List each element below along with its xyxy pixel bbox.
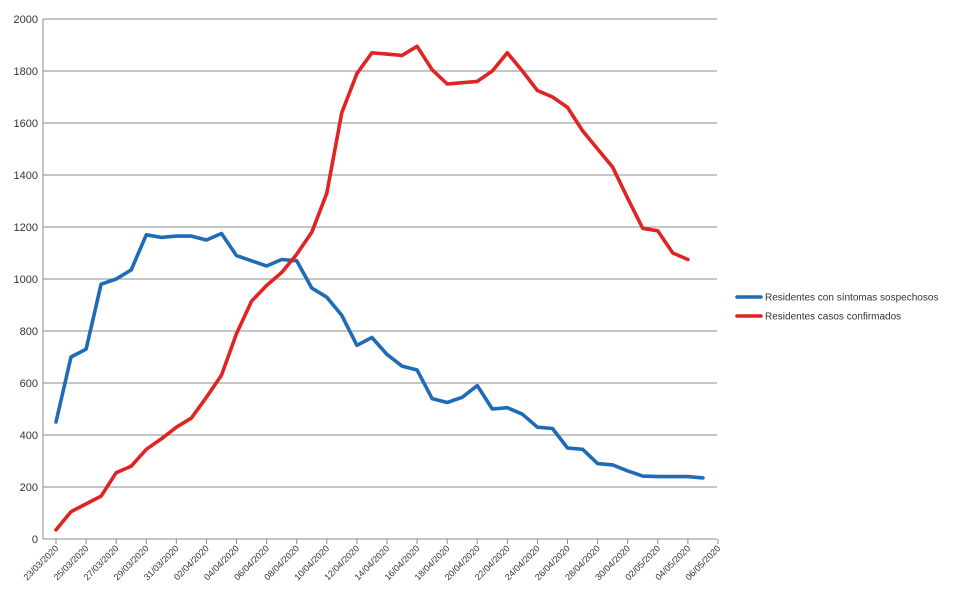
y-tick-label-1600: 1600 bbox=[14, 118, 38, 130]
y-tick-label-1800: 1800 bbox=[14, 66, 38, 78]
x-axis-tick-labels: 23/03/202025/03/202027/03/202029/03/2020… bbox=[21, 543, 722, 582]
series-lines bbox=[54, 44, 705, 532]
legend-label-1: Residentes con síntomas sospechosos bbox=[765, 293, 938, 304]
y-tick-label-800: 800 bbox=[20, 326, 38, 338]
legend: Residentes con síntomas sospechosos Resid… bbox=[735, 293, 938, 323]
axes bbox=[42, 19, 719, 544]
y-tick-label-1000: 1000 bbox=[14, 274, 38, 286]
y-tick-label-2000: 2000 bbox=[14, 14, 38, 26]
y-tick-label-200: 200 bbox=[20, 482, 38, 494]
legend-label-2: Residentes casos confirmados bbox=[765, 312, 901, 323]
y-tick-label-600: 600 bbox=[20, 378, 38, 390]
y-tick-label-0: 0 bbox=[32, 534, 38, 546]
y-tick-label-1400: 1400 bbox=[14, 170, 38, 182]
y-tick-label-400: 400 bbox=[20, 430, 38, 442]
y-axis-tick-labels: 0 200 400 600 800 1000 1200 1400 1600 1800 2000 bbox=[14, 14, 38, 546]
series-line-1 bbox=[54, 231, 705, 480]
series-line-2 bbox=[54, 44, 690, 532]
y-tick-label-1200: 1200 bbox=[14, 222, 38, 234]
grid-lines bbox=[43, 18, 717, 488]
